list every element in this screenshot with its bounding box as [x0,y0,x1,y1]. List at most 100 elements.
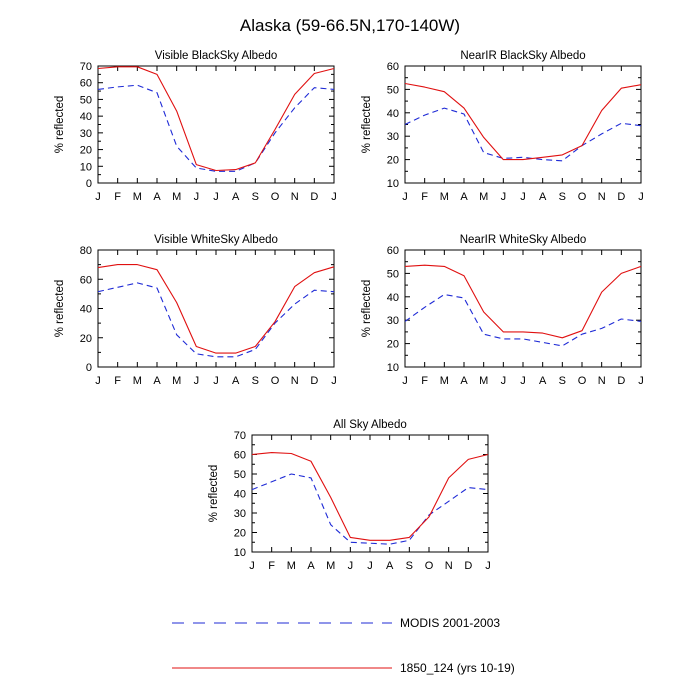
series-line-model [97,66,335,172]
x-tick-label: J [95,191,101,203]
series-line-modis [404,107,642,162]
x-tick-label: J [331,375,337,387]
x-tick-label: M [479,375,488,387]
x-tick-label: J [213,375,219,387]
x-tick-label: M [440,191,449,203]
y-tick-label: 80 [80,245,92,257]
x-tick-label: J [402,375,408,387]
y-tick-label: 30 [234,508,246,520]
series-line-modis [404,293,642,347]
x-tick-label: J [194,375,200,387]
y-tick-label: 20 [80,145,92,157]
x-tick-label: O [271,191,280,203]
y-tick-label: 50 [387,268,399,280]
y-tick-label: 0 [86,362,92,374]
x-tick-label: D [617,191,625,203]
x-tick-label: S [406,560,413,572]
x-tick-label: A [386,560,394,572]
y-tick-label: 60 [387,245,399,257]
series-line-modis [97,282,335,358]
plot-frame [404,249,642,368]
y-tick-label: 50 [234,469,246,481]
x-tick-label: M [479,191,488,203]
panel-title: Visible WhiteSky Albedo [154,234,278,246]
x-tick-label: J [501,191,507,203]
x-tick-label: D [310,191,318,203]
x-tick-label: A [539,375,547,387]
x-tick-label: F [114,375,121,387]
x-tick-label: J [520,191,526,203]
y-tick-label: 70 [80,61,92,73]
legend-label-modis: MODIS 2001-2003 [400,616,500,630]
x-tick-label: J [194,191,200,203]
y-tick-label: 60 [80,274,92,286]
panels: Visible BlackSky Albedo 0 10 20 30 40 50 60 70 J F… [54,50,644,572]
x-tick-label: J [501,375,507,387]
x-tick-label: O [578,191,587,203]
x-tick-label: J [213,191,219,203]
y-tick-label: 40 [387,292,399,304]
x-tick-label: S [559,191,566,203]
x-tick-label: J [638,191,644,203]
x-tick-label: N [445,560,453,572]
y-axis-label: % reflected [208,465,220,523]
x-tick-label: N [291,191,299,203]
x-tick-label: M [287,560,296,572]
x-tick-label: O [271,375,280,387]
x-tick-label: M [172,375,181,387]
y-tick-label: 40 [80,304,92,316]
panel-1: Visible BlackSky Albedo 0 10 20 30 40 50 60 70 J F… [54,50,337,203]
y-tick-label: 30 [80,128,92,140]
plot-frame [404,65,642,184]
panel-title: All Sky Albedo [333,419,407,431]
x-tick-label: D [464,560,472,572]
x-tick-label: A [232,191,240,203]
y-tick-label: 20 [387,339,399,351]
x-tick-label: J [520,375,526,387]
x-tick-label: D [310,375,318,387]
x-tick-label: J [485,560,491,572]
y-tick-label: 30 [387,131,399,143]
x-tick-label: A [460,375,468,387]
x-tick-label: A [307,560,315,572]
x-tick-label: J [331,191,337,203]
y-tick-label: 60 [80,78,92,90]
x-tick-label: J [402,191,408,203]
panel-title: NearIR WhiteSky Albedo [460,234,587,246]
x-tick-label: J [249,560,255,572]
x-tick-label: F [421,191,428,203]
x-tick-label: S [252,375,259,387]
x-tick-label: N [598,191,606,203]
x-tick-label: F [114,191,121,203]
x-tick-label: M [440,375,449,387]
x-tick-label: A [232,375,240,387]
y-tick-label: 40 [80,111,92,123]
y-tick-label: 40 [387,108,399,120]
series-line-model [251,452,489,541]
y-tick-label: 10 [234,547,246,559]
plot-frame [97,65,335,184]
y-tick-label: 40 [234,489,246,501]
x-tick-label: J [348,560,354,572]
panel-title: Visible BlackSky Albedo [155,50,278,62]
y-axis-label: % reflected [54,280,66,338]
x-tick-label: M [133,375,142,387]
series-line-model [97,264,335,354]
series-line-modis [97,84,335,172]
y-tick-label: 60 [234,450,246,462]
series-line-modis [251,473,489,545]
x-tick-label: J [367,560,373,572]
x-tick-label: D [617,375,625,387]
plot-frame [97,249,335,368]
x-tick-label: A [539,191,547,203]
series-line-model [404,82,642,161]
y-tick-label: 10 [80,161,92,173]
x-tick-label: M [172,191,181,203]
y-tick-label: 10 [387,178,399,190]
x-tick-label: F [421,375,428,387]
y-axis-label: % reflected [54,96,66,154]
